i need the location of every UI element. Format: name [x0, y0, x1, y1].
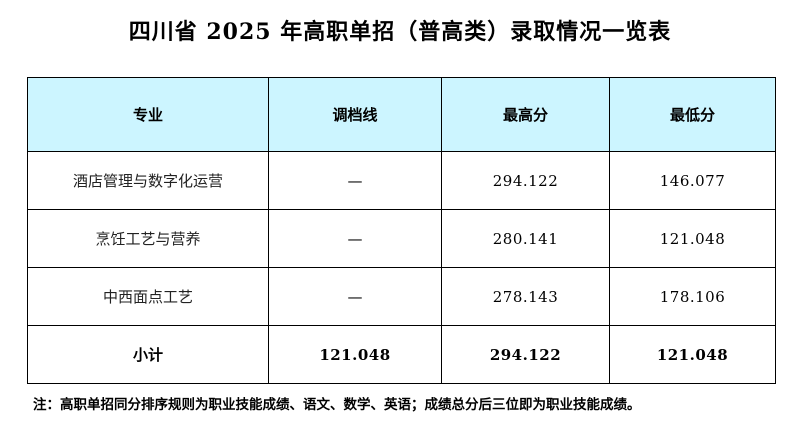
table-row: 中西面点工艺 — 278.143 178.106 — [27, 267, 776, 326]
cell-max-score: 280.141 — [441, 209, 610, 268]
cell-cutoff: — — [268, 151, 442, 210]
cell-max-score: 278.143 — [441, 267, 610, 326]
subtotal-row: 小计 121.048 294.122 121.048 — [27, 325, 776, 384]
cell-min-score: 178.106 — [609, 267, 776, 326]
cell-min-score: 121.048 — [609, 209, 776, 268]
header-cutoff: 调档线 — [268, 77, 442, 152]
admission-table: 专业 调档线 最高分 最低分 酒店管理与数字化运营 — 294.122 146.… — [27, 77, 776, 384]
cell-max-score: 294.122 — [441, 151, 610, 210]
footnote: 注：高职单招同分排序规则为职业技能成绩、语文、数学、英语；成绩总分后三位即为职业… — [33, 397, 641, 413]
subtotal-cutoff: 121.048 — [268, 325, 442, 384]
page-title: 四川省 2025 年高职单招（普高类）录取情况一览表 — [128, 19, 672, 45]
table-row: 酒店管理与数字化运营 — 294.122 146.077 — [27, 151, 776, 210]
cell-major: 酒店管理与数字化运营 — [27, 151, 269, 210]
table-header-row: 专业 调档线 最高分 最低分 — [27, 77, 776, 152]
cell-major: 中西面点工艺 — [27, 267, 269, 326]
header-major: 专业 — [27, 77, 269, 152]
table-row: 烹饪工艺与营养 — 280.141 121.048 — [27, 209, 776, 268]
subtotal-label: 小计 — [27, 325, 269, 384]
subtotal-min-score: 121.048 — [609, 325, 776, 384]
header-min-score: 最低分 — [609, 77, 776, 152]
cell-cutoff: — — [268, 209, 442, 268]
cell-min-score: 146.077 — [609, 151, 776, 210]
subtotal-max-score: 294.122 — [441, 325, 610, 384]
header-max-score: 最高分 — [441, 77, 610, 152]
cell-major: 烹饪工艺与营养 — [27, 209, 269, 268]
cell-cutoff: — — [268, 267, 442, 326]
